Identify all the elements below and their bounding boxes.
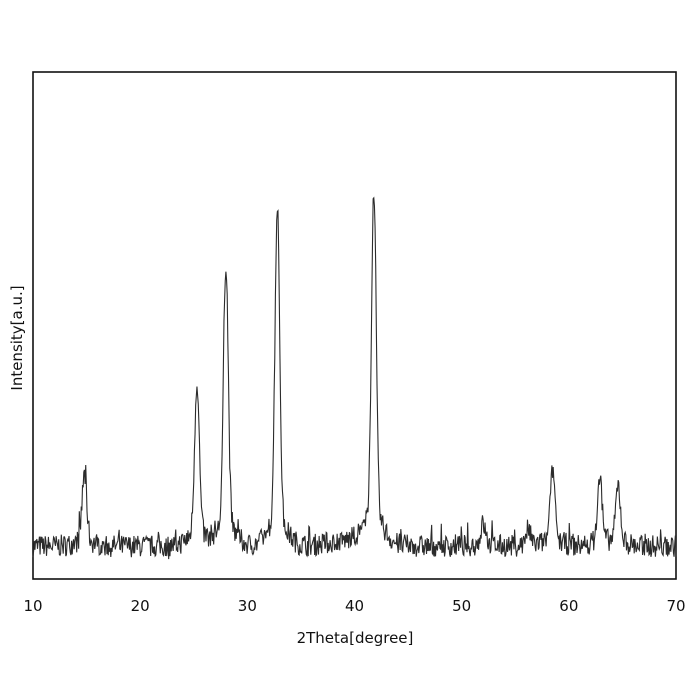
x-tick-label: 30 xyxy=(238,597,257,615)
y-axis-title: Intensity[a.u.] xyxy=(8,285,26,390)
series-layer xyxy=(32,196,677,560)
x-tick-label: 60 xyxy=(559,597,578,615)
tick-layer: 10 20 30 40 50 60 70 xyxy=(23,597,685,615)
x-tick-label: 40 xyxy=(345,597,364,615)
x-axis-title: 2Theta[degree] xyxy=(297,629,414,647)
x-tick-label: 10 xyxy=(23,597,42,615)
x-tick-label: 20 xyxy=(131,597,150,615)
x-tick-label: 50 xyxy=(452,597,471,615)
x-tick-label: 70 xyxy=(666,597,685,615)
xrd-pattern-line xyxy=(32,196,677,560)
plot-frame xyxy=(32,71,677,580)
